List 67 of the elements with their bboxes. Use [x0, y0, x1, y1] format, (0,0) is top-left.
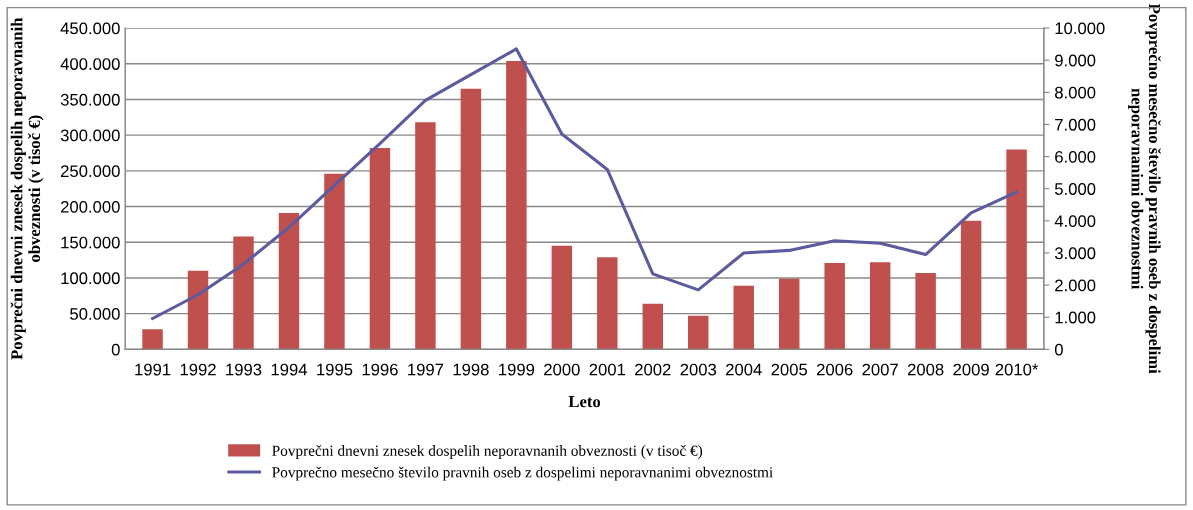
- y-axis-title: Povprečni dnevni znesek dospelih neporavnanih obveznosti (v tisoč €): [10, 17, 44, 360]
- bar: [142, 329, 163, 350]
- bar: [233, 236, 254, 350]
- x-tick-label: 1998: [453, 363, 489, 376]
- x-tick-label: 2001: [589, 363, 626, 376]
- bar: [415, 122, 436, 350]
- x-axis-title: Leto: [568, 396, 601, 408]
- bar: [824, 262, 845, 350]
- y2-tick-label: 4.000: [1054, 215, 1096, 228]
- y-tick-label: 300.000: [60, 129, 120, 142]
- x-tick-label: 1994: [271, 363, 308, 376]
- y2-tick-label: 5.000: [1054, 183, 1096, 195]
- bar: [369, 148, 391, 350]
- x-tick-label: 2002: [635, 363, 671, 376]
- y2-tick-label: 8.000: [1055, 86, 1096, 99]
- y2-tick-label: 3.000: [1054, 247, 1096, 260]
- x-tick-label: 2008: [907, 363, 944, 376]
- y-tick-label: 400.000: [60, 58, 120, 70]
- x-tick-label: 1997: [408, 363, 444, 376]
- y-tick-label: 200.000: [61, 200, 120, 213]
- y2-tick-label: 2.000: [1055, 279, 1096, 292]
- x-tick-label: 2010*: [995, 363, 1039, 376]
- x-tick-label: 1993: [226, 363, 262, 376]
- y2-axis-title: Povprečno mesečno število pravnih oseb z dospelimi neporavnanimi obveznostmi: [1128, 3, 1161, 374]
- bar: [187, 270, 209, 350]
- legend-label: Povprečno mesečno število pravnih oseb z dospelimi neporavnanimi obveznostmi: [272, 466, 773, 481]
- x-tick-label: 2003: [680, 363, 717, 376]
- y-tick-label: 350.000: [60, 93, 120, 106]
- y2-tick-label: 9.000: [1055, 54, 1096, 67]
- y-tick-label: 450.000: [60, 22, 120, 35]
- bar: [915, 272, 936, 350]
- y2-tick-label: 10.000: [1055, 22, 1105, 35]
- x-tick-label: 2004: [726, 363, 762, 376]
- y2-tick-label: 0: [1054, 343, 1063, 356]
- y-tick-label: 100.000: [61, 272, 120, 285]
- bar: [460, 88, 482, 350]
- bar: [778, 278, 800, 350]
- bar: [733, 285, 754, 350]
- bar: [278, 212, 300, 350]
- x-tick-label: 2009: [953, 363, 989, 376]
- x-tick-label: 1999: [499, 363, 535, 376]
- bar: [1006, 149, 1027, 350]
- x-tick-label: 2006: [816, 363, 853, 376]
- bar: [324, 173, 345, 350]
- y-tick-label: 0: [111, 343, 120, 356]
- bar: [869, 262, 891, 350]
- bar: [688, 315, 709, 350]
- y-tick-label: 250.000: [61, 165, 120, 178]
- line-series: [151, 47, 1019, 321]
- y-tick-label: 150.000: [61, 236, 120, 249]
- bar: [642, 303, 664, 350]
- x-tick-label: 2005: [771, 363, 808, 376]
- x-tick-label: 1995: [317, 363, 353, 376]
- bar: [960, 220, 982, 350]
- x-tick-label: 1991: [135, 363, 171, 376]
- y2-tick-label: 6.000: [1055, 150, 1096, 163]
- bar: [506, 60, 527, 350]
- x-tick-label: 2000: [544, 363, 580, 376]
- x-tick-label: 2007: [862, 363, 898, 376]
- y2-tick-label: 1.000: [1055, 311, 1096, 324]
- x-tick-label: 1992: [180, 363, 216, 376]
- legend-label: Povprečni dnevni znesek dospelih neporavnanih obveznosti (v tisoč €): [272, 445, 703, 459]
- x-tick-label: 1996: [362, 363, 398, 376]
- bar: [597, 257, 618, 350]
- y2-tick-label: 7.000: [1055, 118, 1096, 131]
- y-tick-label: 50.000: [70, 308, 120, 320]
- bar: [551, 245, 573, 350]
